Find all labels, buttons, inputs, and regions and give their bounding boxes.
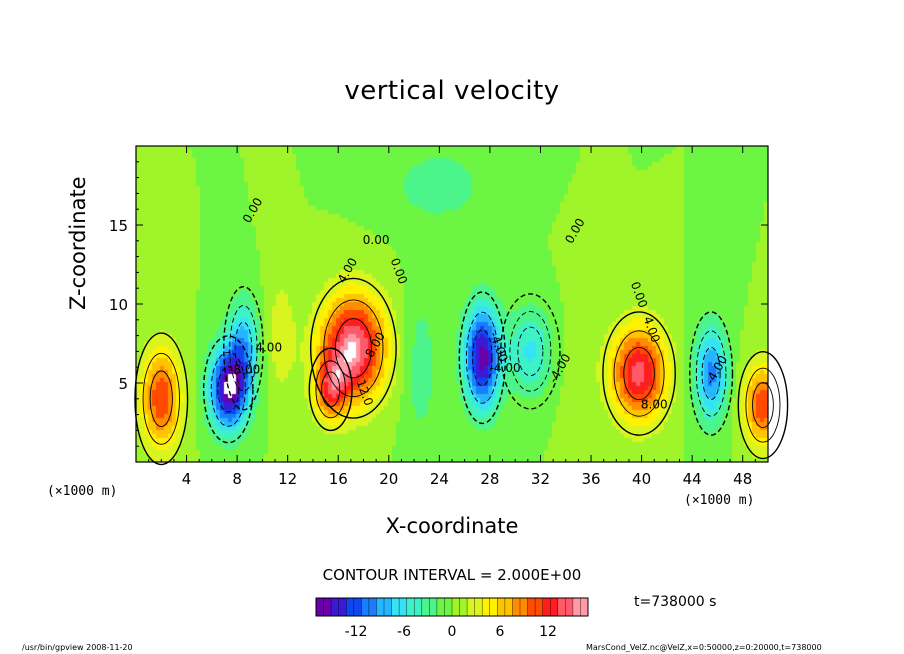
colorbar-swatch [467, 598, 483, 616]
x-tick-label: 44 [683, 470, 702, 488]
contour-line [689, 311, 734, 436]
contour-line [223, 285, 264, 411]
contour-label: 8.00 [641, 397, 668, 411]
footer-program-date: /usr/bin/gpview 2008-11-20 [22, 643, 133, 652]
contour-line [309, 277, 397, 419]
x-tick-label: 32 [531, 470, 550, 488]
contour-line [623, 346, 655, 401]
contour-line [149, 370, 173, 428]
colorbar-tick-label: -12 [345, 624, 368, 640]
y-tick-label: 10 [109, 296, 128, 314]
contour-label: -4.00 [490, 361, 521, 375]
contour-line [472, 329, 493, 386]
x-tick-label: 36 [581, 470, 600, 488]
contour-line [500, 293, 561, 410]
colorbar-swatch [497, 598, 513, 616]
contour-line [701, 346, 721, 401]
x-axis-label: X-coordinate [385, 514, 519, 538]
x-tick-label: 24 [430, 470, 449, 488]
contour-line [509, 311, 552, 392]
chart-title: vertical velocity [344, 76, 560, 106]
contour-line [315, 360, 346, 419]
contour-line [613, 330, 665, 417]
contour-line [465, 311, 499, 404]
contour-label: -8.00 [229, 363, 260, 377]
contour-line [695, 330, 727, 417]
colorbar-swatch [376, 598, 392, 616]
contour-line [134, 332, 189, 466]
y-tick-label: 15 [109, 217, 128, 235]
x-tick-label: 20 [379, 470, 398, 488]
colorbar-swatch [316, 598, 332, 616]
contour-line [745, 367, 781, 443]
colorbar-frame [315, 597, 589, 617]
contour-interval-label: CONTOUR INTERVAL = 2.000E+00 [322, 566, 582, 584]
colorbar-tick-label: 12 [539, 624, 557, 640]
colorbar-tick-label: -6 [397, 624, 411, 640]
footer-data-source: MarsCond_VelZ.nc@VelZ,x=0:50000,z=0:2000… [586, 643, 822, 652]
contour-line [229, 305, 258, 392]
colorbar-swatch [482, 598, 498, 616]
x-tick-label: 48 [733, 470, 752, 488]
contour-line [602, 311, 676, 436]
contour-line [217, 366, 240, 413]
contour-line [323, 299, 384, 398]
time-label: t=738000 s [634, 594, 717, 610]
contour-line [202, 335, 254, 444]
contour-line [142, 352, 180, 445]
colorbar-swatch [346, 598, 362, 616]
y-tick-label: 5 [118, 375, 128, 393]
x-tick-label: 12 [278, 470, 297, 488]
x-unit-label-right: (×1000 m) [684, 493, 755, 508]
x-tick-label: 16 [329, 470, 348, 488]
x-unit-label-left: (×1000 m) [47, 484, 118, 499]
contour-line [308, 347, 353, 432]
contour-label: 0.00 [363, 233, 390, 247]
heatmap-field [136, 146, 768, 462]
x-tick-label: 8 [232, 470, 242, 488]
contour-line [737, 351, 789, 460]
contour-line [517, 326, 544, 377]
colorbar-tick-label: 0 [448, 624, 457, 640]
x-tick-label: 40 [632, 470, 651, 488]
contour-line [334, 318, 372, 379]
colorbar-swatch [452, 598, 468, 616]
contour-line [234, 321, 253, 375]
colorbar-swatch [331, 598, 347, 616]
colorbar-swatch [361, 598, 377, 616]
colorbar-tick-label: 6 [496, 624, 505, 640]
contour-line [458, 291, 507, 425]
contour-label: 4.00 [255, 340, 282, 354]
contour-line [321, 371, 341, 408]
x-tick-label: 4 [182, 470, 192, 488]
contour-line [210, 351, 246, 427]
x-tick-label: 28 [480, 470, 499, 488]
